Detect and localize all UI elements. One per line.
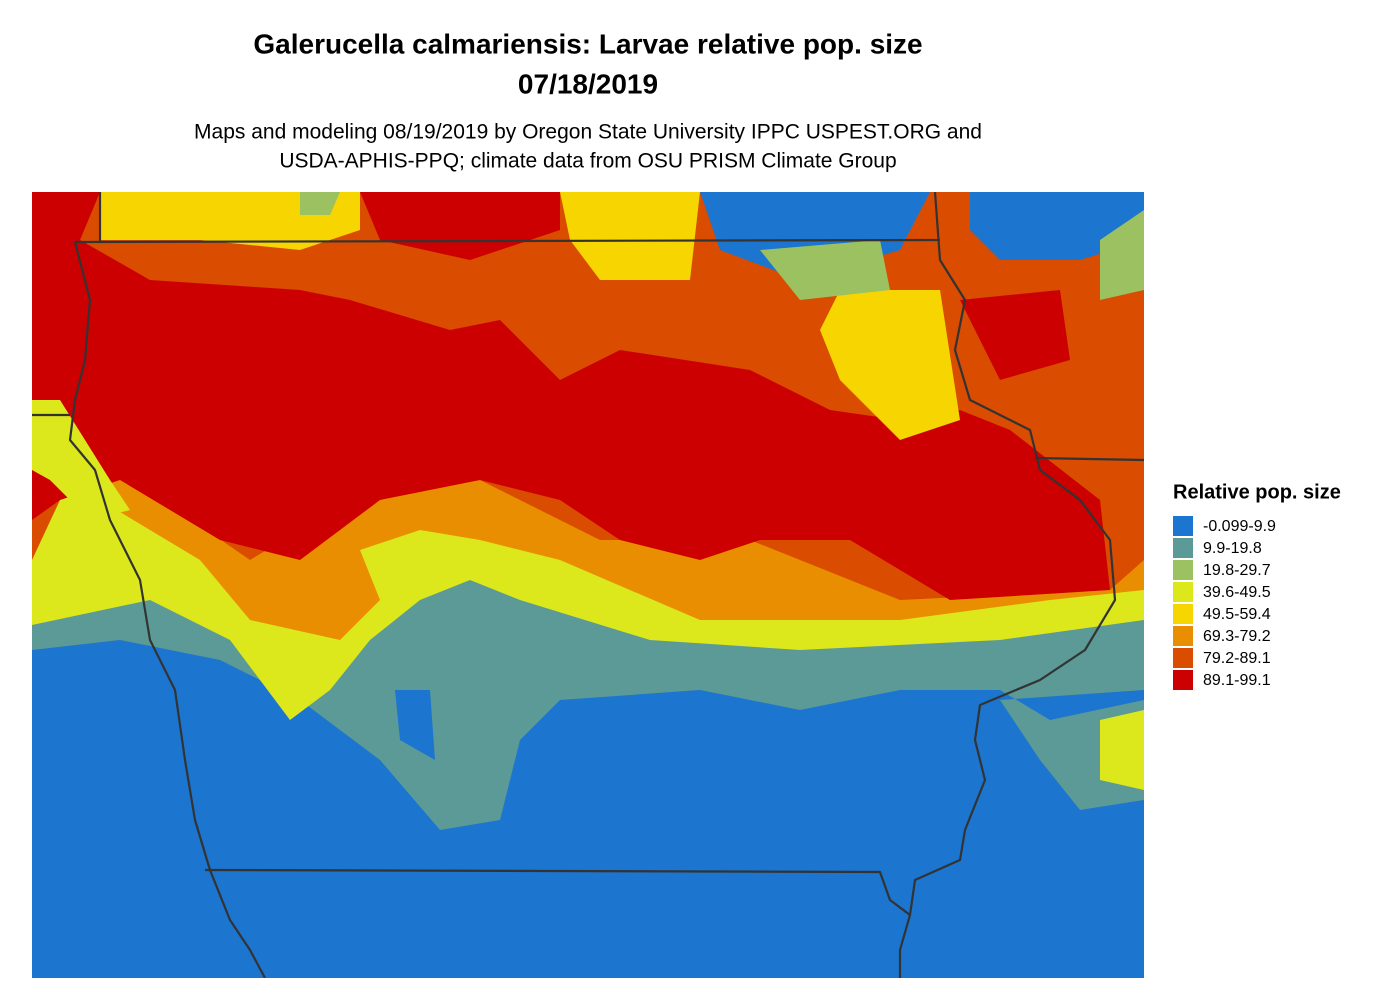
zone [32,400,130,520]
title-line: Galerucella calmariensis: Larvae relativ… [253,28,922,59]
legend-label: 79.2-89.1 [1203,650,1271,667]
legend-label: -0.099-9.9 [1203,518,1276,535]
legend-label: 19.8-29.7 [1203,562,1271,579]
legend-title: Relative pop. size [1173,481,1341,503]
zone [32,192,1110,600]
legend-swatch [1173,604,1193,624]
state-border [898,192,1117,978]
map [32,192,1144,978]
legend-swatch [1173,538,1193,558]
subtitle-line: Maps and modeling 08/19/2019 by Oregon S… [194,121,982,144]
legend-label: 69.3-79.2 [1203,628,1271,645]
state-border [1034,456,1144,462]
legend-swatch [1173,626,1193,646]
zone [395,192,1144,795]
legend-swatch [1173,670,1193,690]
legend-swatch [1173,560,1193,580]
legend: -0.099-9.9 9.9-19.8 19.8-29.7 39.6-49.5 49.5… [1173,516,1276,690]
legend-swatch [1173,582,1193,602]
legend-label: 49.5-59.4 [1203,606,1271,623]
legend-swatch [1173,516,1193,536]
subtitle-line: USDA-APHIS-PPQ; climate data from OSU PR… [279,150,896,173]
title-line: 07/18/2019 [518,68,658,99]
state-border [68,241,266,978]
legend-swatch [1173,648,1193,668]
legend-label: 39.6-49.5 [1203,584,1271,601]
legend-label: 89.1-99.1 [1203,672,1271,689]
state-border [74,238,941,244]
state-border [204,868,911,916]
legend-label: 9.9-19.8 [1203,540,1262,557]
zone [100,192,960,440]
